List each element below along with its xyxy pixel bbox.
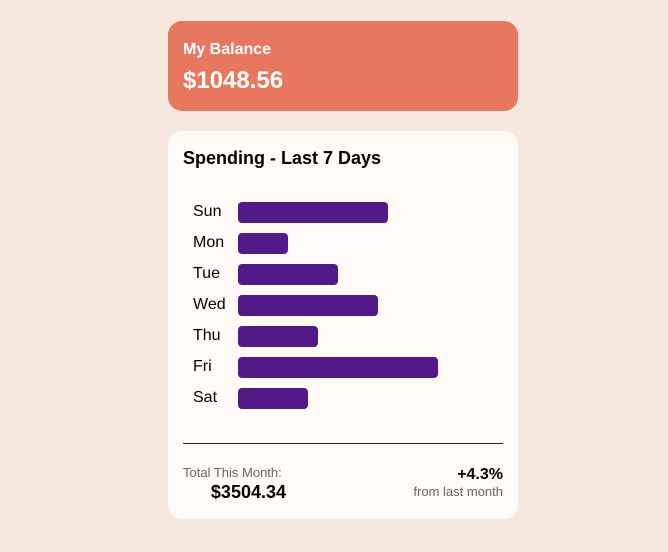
divider <box>183 443 503 444</box>
balance-card: My Balance $1048.56 <box>168 21 518 111</box>
day-label-sun: Sun <box>193 203 222 220</box>
balance-amount: $1048.56 <box>183 67 284 94</box>
bar-wed[interactable] <box>238 295 378 316</box>
bar-sat[interactable] <box>238 388 308 409</box>
bar-thu[interactable] <box>238 326 318 347</box>
change-label: from last month <box>413 484 503 499</box>
spending-title: Spending - Last 7 Days <box>183 148 382 168</box>
change-percent: +4.3% <box>457 466 503 483</box>
day-label-wed: Wed <box>193 296 226 313</box>
day-label-sat: Sat <box>193 389 218 406</box>
balance-label: My Balance <box>183 41 272 58</box>
day-label-tue: Tue <box>193 265 220 282</box>
bar-sun[interactable] <box>238 202 388 223</box>
bar-tue[interactable] <box>238 264 338 285</box>
day-label-thu: Thu <box>193 327 221 344</box>
spending-bar-chart: Sun Mon Tue Wed Thu Fri Sat <box>168 131 518 431</box>
day-label-mon: Mon <box>193 234 225 251</box>
bar-fri[interactable] <box>238 357 438 378</box>
total-month-value: $3504.34 <box>210 482 286 502</box>
spending-card: Spending - Last 7 Days Sun Mon Tue Wed Thu Fr… <box>168 131 518 519</box>
day-label-fri: Fri <box>193 358 212 375</box>
total-month-label: Total This Month: <box>183 465 282 480</box>
bar-mon[interactable] <box>238 233 288 254</box>
